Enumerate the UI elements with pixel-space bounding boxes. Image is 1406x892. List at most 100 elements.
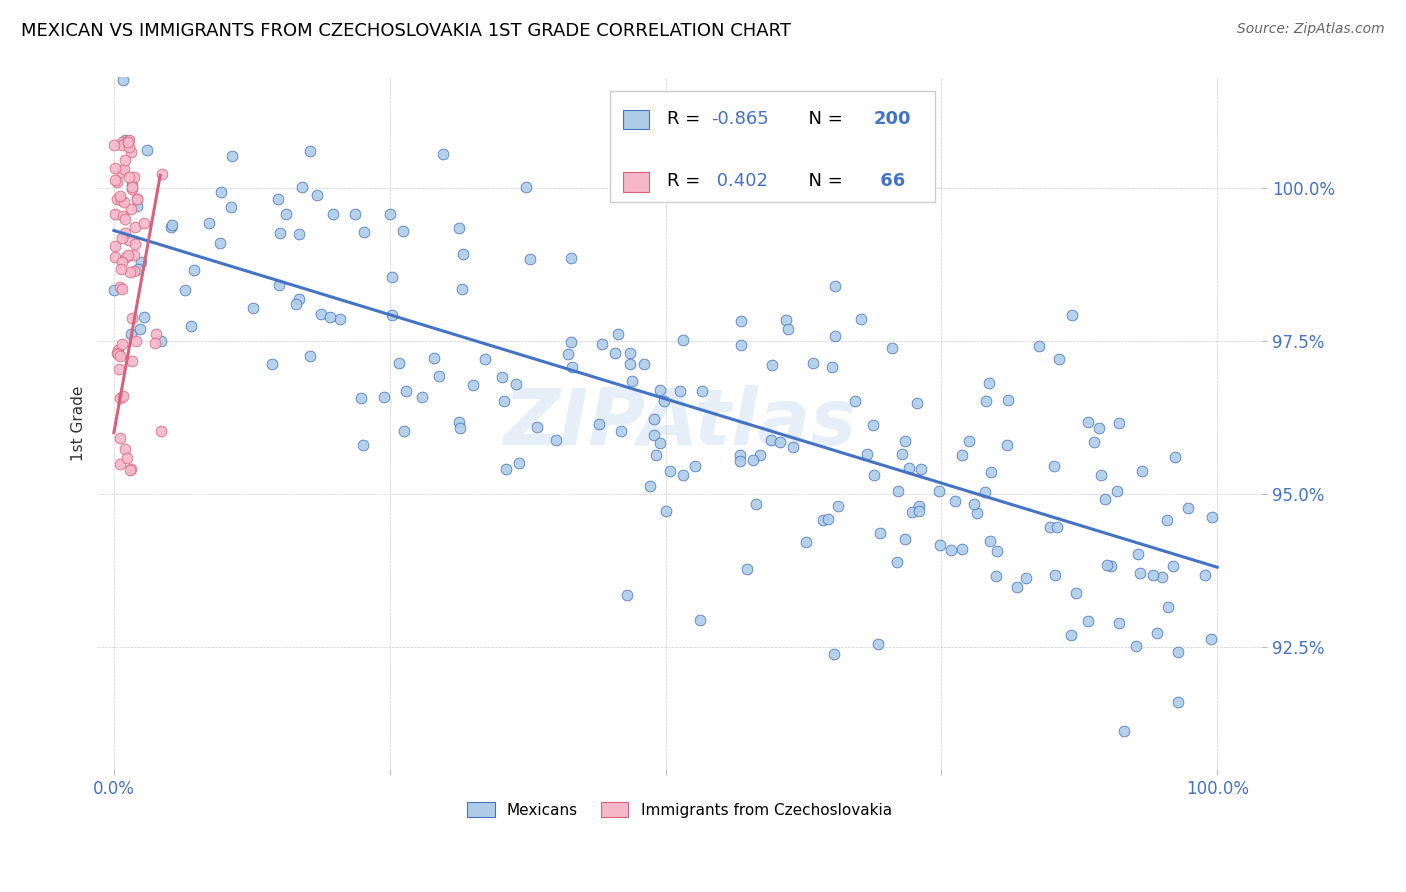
Point [125, 199, 148, 213]
Point [633, 357, 655, 371]
Point [1142, 568, 1164, 582]
Point [291, 180, 314, 194]
Point [111, 231, 134, 245]
Point [208, 235, 231, 250]
Point [114, 442, 136, 456]
Point [1128, 566, 1150, 580]
Point [381, 270, 404, 285]
Point [1156, 513, 1178, 527]
Point [104, 238, 127, 252]
Point [1199, 632, 1222, 646]
Point [120, 145, 142, 159]
Point [986, 543, 1008, 558]
Point [669, 384, 692, 398]
Point [1130, 464, 1153, 478]
Point [1028, 339, 1050, 353]
Point [683, 458, 706, 473]
Point [111, 388, 134, 402]
Point [378, 207, 401, 221]
Point [174, 283, 197, 297]
Point [730, 314, 752, 328]
Text: 0.402: 0.402 [711, 172, 768, 190]
Point [267, 278, 290, 293]
Point [782, 440, 804, 454]
Point [844, 394, 866, 409]
Point [108, 280, 131, 294]
Point [560, 335, 582, 350]
Point [104, 250, 127, 264]
Point [591, 336, 613, 351]
Point [451, 282, 474, 296]
Point [103, 137, 125, 152]
Point [1112, 724, 1135, 739]
Point [121, 182, 143, 196]
Point [299, 349, 322, 363]
Point [112, 73, 135, 87]
Point [824, 329, 846, 343]
Point [821, 359, 844, 374]
Point [105, 346, 128, 360]
Point [943, 493, 966, 508]
Point [1105, 484, 1128, 499]
Point [1077, 615, 1099, 629]
Point [298, 144, 321, 158]
Point [908, 504, 931, 518]
Point [288, 292, 311, 306]
Point [111, 164, 134, 178]
Point [1126, 547, 1149, 561]
Point [730, 338, 752, 352]
Point [150, 168, 173, 182]
Point [1125, 639, 1147, 653]
Point [769, 435, 792, 450]
Point [411, 390, 433, 404]
Point [111, 337, 134, 351]
Point [108, 362, 131, 376]
Point [118, 463, 141, 477]
Point [114, 250, 136, 264]
Point [209, 186, 232, 200]
Point [1163, 450, 1185, 464]
Point [557, 347, 579, 361]
Point [863, 468, 886, 483]
Point [950, 542, 973, 557]
Point [1064, 586, 1087, 600]
Point [643, 412, 665, 426]
Point [269, 226, 291, 240]
Point [447, 221, 470, 235]
Point [132, 310, 155, 324]
Point [274, 207, 297, 221]
Point [491, 369, 513, 384]
Point [449, 421, 471, 435]
Legend: Mexicans, Immigrants from Czechoslovakia: Mexicans, Immigrants from Czechoslovakia [461, 796, 898, 824]
Point [1043, 459, 1066, 474]
Point [287, 227, 309, 241]
Text: R =: R = [666, 172, 706, 190]
Point [121, 354, 143, 368]
Point [803, 356, 825, 370]
Point [180, 319, 202, 334]
Point [607, 326, 630, 341]
Point [392, 424, 415, 438]
Point [730, 448, 752, 462]
Point [544, 433, 567, 447]
Point [112, 209, 135, 223]
Point [125, 334, 148, 348]
Point [111, 138, 134, 153]
Text: ZIPAtlas: ZIPAtlas [502, 385, 856, 461]
Point [619, 357, 641, 371]
Point [124, 236, 146, 251]
Point [117, 248, 139, 262]
FancyBboxPatch shape [610, 91, 935, 202]
Point [117, 135, 139, 149]
Point [127, 192, 149, 206]
Point [285, 297, 308, 311]
Point [1039, 520, 1062, 534]
Point [950, 448, 973, 462]
Point [122, 248, 145, 262]
Point [645, 448, 668, 462]
Point [1060, 628, 1083, 642]
Point [588, 417, 610, 431]
Point [145, 326, 167, 341]
Point [115, 451, 138, 466]
Point [976, 393, 998, 408]
